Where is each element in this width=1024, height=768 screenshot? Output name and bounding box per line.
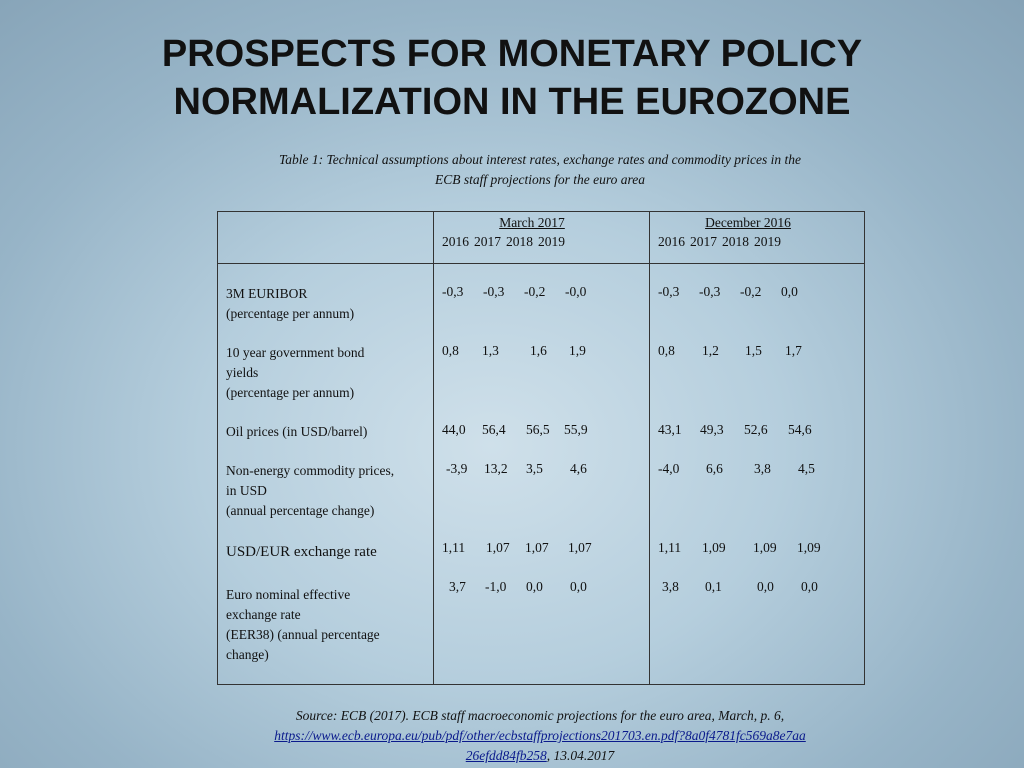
- row-label-line: exchange rate: [226, 607, 301, 622]
- value-cell: -0,2: [524, 284, 546, 299]
- value-cell: 4,5: [798, 461, 815, 476]
- value-cell: -0,2: [740, 284, 762, 299]
- header-divider: [218, 263, 864, 264]
- year-label: 2019: [538, 234, 565, 249]
- period-label: March 2017: [499, 215, 565, 230]
- value-cell: 55,9: [564, 422, 588, 437]
- value-cell: 0,0: [757, 579, 774, 594]
- value-cell: 0,0: [570, 579, 587, 594]
- value-cell: -3,9: [446, 461, 468, 476]
- year-label: 2018: [506, 234, 533, 249]
- value-cell: 0,1: [705, 579, 722, 594]
- row-label-line: (percentage per annum): [226, 306, 355, 321]
- row-label-line: Oil prices (in USD/barrel): [226, 424, 368, 439]
- value-cell: 1,11: [442, 540, 466, 555]
- value-cell: -4,0: [658, 461, 680, 476]
- value-cell: 52,6: [744, 422, 768, 437]
- value-cell: 43,1: [658, 422, 682, 437]
- year-label: 2017: [474, 234, 501, 249]
- row-label-euribor: 3M EURIBOR (percentage per annum): [226, 284, 431, 324]
- year-label: 2019: [754, 234, 781, 249]
- value-cell: 3,8: [754, 461, 771, 476]
- row-label-line: change): [226, 647, 269, 662]
- value-cell: 0,0: [526, 579, 543, 594]
- year-label: 2016: [658, 234, 685, 249]
- value-cell: 49,3: [700, 422, 724, 437]
- value-cell: 56,5: [526, 422, 550, 437]
- value-cell: 1,07: [525, 540, 549, 555]
- value-cell: -0,3: [442, 284, 464, 299]
- value-cell: 44,0: [442, 422, 466, 437]
- value-cell: 1,7: [785, 343, 802, 358]
- row-label-line: (percentage per annum): [226, 385, 355, 400]
- row-label-line: 10 year government bond: [226, 345, 365, 360]
- year-labels: 2016 2017 2018 2019: [442, 232, 622, 251]
- value-cell: 3,5: [526, 461, 543, 476]
- row-label-line: (EER38) (annual percentage: [226, 627, 380, 642]
- title-line-1: PROSPECTS FOR MONETARY POLICY: [161, 33, 863, 75]
- slide-title: PROSPECTS FOR MONETARY POLICY NORMALIZAT…: [0, 30, 1024, 126]
- period-label: December 2016: [705, 215, 791, 230]
- row-label-line: Non-energy commodity prices,: [226, 463, 395, 478]
- row-label-oil-prices: Oil prices (in USD/barrel): [226, 422, 431, 442]
- value-cell: 1,3: [482, 343, 499, 358]
- value-cell: 1,9: [569, 343, 586, 358]
- value-cell: 1,11: [658, 540, 682, 555]
- value-cell: -0,3: [483, 284, 505, 299]
- source-text: Source: ECB (2017). ECB staff macroecono…: [295, 708, 785, 723]
- year-label: 2016: [442, 234, 469, 249]
- row-label-line: in USD: [226, 483, 267, 498]
- row-label-line: 3M EURIBOR: [226, 286, 308, 301]
- value-cell: 1,07: [568, 540, 592, 555]
- source-date: , 13.04.2017: [546, 748, 615, 763]
- column-divider: [433, 212, 434, 684]
- value-cell: 0,8: [658, 343, 675, 358]
- row-label-euro-neer: Euro nominal effective exchange rate (EE…: [226, 585, 431, 665]
- row-label-line: USD/EUR exchange rate: [226, 544, 377, 560]
- value-cell: -0,3: [658, 284, 680, 299]
- row-label-bond-yields: 10 year government bond yields (percenta…: [226, 343, 431, 403]
- value-cell: 54,6: [788, 422, 812, 437]
- value-cell: 1,09: [753, 540, 777, 555]
- caption-line-2: ECB staff projections for the euro area: [435, 172, 645, 187]
- value-cell: 4,6: [570, 461, 587, 476]
- value-cell: 13,2: [484, 461, 508, 476]
- value-cell: 56,4: [482, 422, 506, 437]
- value-cell: 1,09: [702, 540, 726, 555]
- source-link[interactable]: https://www.ecb.europa.eu/pub/pdf/other/…: [274, 728, 806, 743]
- value-cell: 0,0: [781, 284, 798, 299]
- value-cell: 1,07: [486, 540, 510, 555]
- header-december-2016: December 2016 2016 2017 2018 2019: [658, 213, 838, 251]
- value-cell: 0,0: [801, 579, 818, 594]
- year-labels: 2016 2017 2018 2019: [658, 232, 838, 251]
- header-march-2017: March 2017 2016 2017 2018 2019: [442, 213, 622, 251]
- table-caption: Table 1: Technical assumptions about int…: [200, 150, 880, 190]
- value-cell: -1,0: [485, 579, 507, 594]
- caption-line-1: Table 1: Technical assumptions about int…: [279, 152, 801, 167]
- row-label-line: Euro nominal effective: [226, 587, 351, 602]
- value-cell: -0,0: [565, 284, 587, 299]
- value-cell: 6,6: [706, 461, 723, 476]
- value-cell: 1,6: [530, 343, 547, 358]
- year-label: 2018: [722, 234, 749, 249]
- row-label-usd-eur: USD/EUR exchange rate: [226, 542, 431, 562]
- row-label-line: yields: [226, 365, 259, 380]
- value-cell: 1,09: [797, 540, 821, 555]
- value-cell: 3,8: [662, 579, 679, 594]
- value-cell: -0,3: [699, 284, 721, 299]
- column-divider: [649, 212, 650, 684]
- source-link-continued[interactable]: 26efdd84fb258: [465, 748, 547, 763]
- source-citation: Source: ECB (2017). ECB staff macroecono…: [200, 706, 880, 766]
- value-cell: 1,2: [702, 343, 719, 358]
- value-cell: 0,8: [442, 343, 459, 358]
- projections-table: March 2017 2016 2017 2018 2019 December 201…: [217, 211, 865, 685]
- year-label: 2017: [690, 234, 717, 249]
- value-cell: 1,5: [745, 343, 762, 358]
- title-line-2: NORMALIZATION IN THE EUROZONE: [173, 81, 851, 123]
- value-cell: 3,7: [449, 579, 466, 594]
- row-label-line: (annual percentage change): [226, 503, 375, 518]
- row-label-non-energy-commodity: Non-energy commodity prices, in USD (ann…: [226, 461, 431, 521]
